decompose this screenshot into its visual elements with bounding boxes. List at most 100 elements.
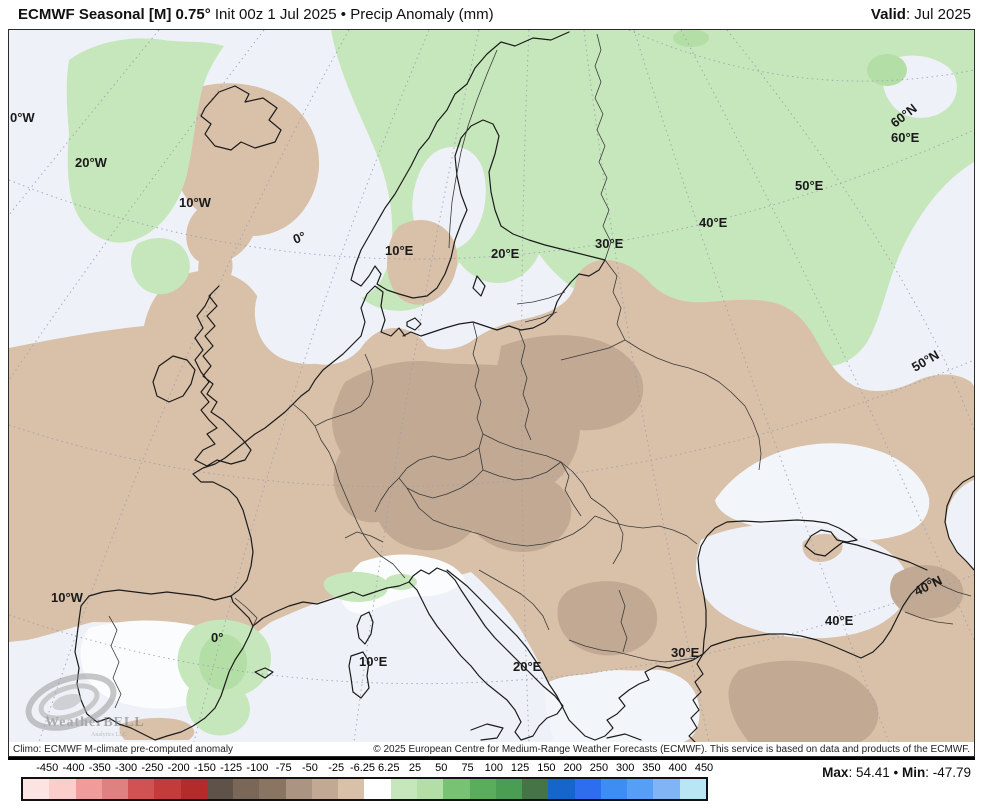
colorbar — [21, 777, 708, 801]
colorbar-segment — [548, 779, 575, 799]
stats-separator: • — [893, 765, 902, 780]
graticule-label: 10°E — [385, 243, 414, 258]
colorbar-tick: -6.25 — [349, 762, 376, 774]
map-frame: 0°W 20°W 10°W 0° 10°E 20°E 30°E 40°E 50°E 60°E 60°… — [8, 29, 975, 757]
colorbar-tick: -350 — [88, 762, 111, 774]
colorbar-segment — [653, 779, 680, 799]
logo-swirl-core — [52, 693, 82, 711]
graticule-label: 60°E — [891, 130, 920, 145]
logo-swirl-mid — [38, 683, 100, 721]
colorbar-segment — [443, 779, 470, 799]
anomaly-green-iceland-south — [131, 238, 190, 295]
colorbar-tick: -50 — [302, 762, 318, 774]
colorbar-tick: -75 — [275, 762, 292, 774]
graticule-label: 0°W — [10, 110, 35, 125]
colorbar-tick: -400 — [62, 762, 85, 774]
anomaly-green2-ne-spain — [199, 634, 247, 690]
copyright-text: © 2025 European Centre for Medium-Range … — [373, 743, 970, 755]
colorbar-tick: 150 — [537, 762, 556, 774]
colorbar-segment — [522, 779, 549, 799]
anomaly-dark-tan-central-europe — [332, 360, 580, 552]
colorbar-segment — [49, 779, 76, 799]
colorbar-tick: 350 — [642, 762, 661, 774]
anomaly-dark-green-spot2 — [673, 30, 709, 47]
colorbar-segment — [23, 779, 50, 799]
colorbar-tick: 400 — [668, 762, 687, 774]
anomaly-green-liguria — [323, 571, 388, 602]
colorbar-segment — [469, 779, 496, 799]
colorbar-tick: 25 — [408, 762, 422, 774]
anomaly-dark-tan-anatolia — [728, 660, 879, 742]
colorbar-tick: -250 — [141, 762, 164, 774]
colorbar-tick: -25 — [328, 762, 345, 774]
coastlines — [74, 31, 974, 742]
colorbar-tick: 75 — [461, 762, 474, 774]
colorbar-tick: 6.25 — [378, 762, 400, 774]
colorbar-tick: 50 — [435, 762, 448, 774]
colorbar-segment — [338, 779, 365, 799]
colorbar-tick: -450 — [36, 762, 59, 774]
page-title: ECMWF Seasonal [M] 0.75° Init 00z 1 Jul … — [18, 6, 494, 23]
colorbar-segment — [101, 779, 129, 799]
colorbar-segment — [311, 779, 339, 799]
anomaly-dark-tan-baltic-belarus — [497, 335, 644, 431]
colorbar-tick: 100 — [484, 762, 504, 774]
graticule-label: 10°E — [359, 654, 388, 669]
colorbar-segment — [285, 779, 312, 799]
colorbar-segment — [180, 779, 207, 799]
anomaly-tan-south-spain — [119, 717, 195, 740]
colorbar-segment — [206, 779, 234, 799]
colorbar-tick: -200 — [167, 762, 190, 774]
logo-text: WeatherBELL — [45, 715, 145, 730]
init-info: Init 00z 1 Jul 2025 • Precip Anomaly (mm… — [210, 6, 494, 23]
colorbar-tick: -125 — [220, 762, 243, 774]
colorbar-tick-labels: -450 -400 -350 -300 -250 -200 -150 -125 -100 -75-… — [21, 762, 713, 776]
colorbar-segment — [364, 779, 391, 799]
anomaly-dark-green-spot1 — [867, 54, 907, 86]
colorbar-tick: -300 — [115, 762, 138, 774]
graticule-labels: 0°W20°W10°W0°10°E 20°E30°E40°E50°E60°E60°… — [10, 101, 944, 674]
graticule-label: 0° — [211, 630, 223, 645]
colorbar-segment — [627, 779, 654, 799]
valid-date: Valid: Jul 2025 — [870, 6, 971, 23]
colorbar-tick: -150 — [193, 762, 216, 774]
colorbar-segment — [128, 779, 155, 799]
white-aegean — [545, 669, 700, 742]
colorbar-tick: 250 — [589, 762, 609, 774]
colorbar-segment — [574, 779, 601, 799]
anomaly-dark-tan-balkans — [557, 581, 658, 656]
graticule-label: 10°W — [51, 590, 84, 605]
colorbar-segment — [259, 779, 286, 799]
anomaly-green-iceland — [66, 38, 224, 243]
graticule-label: 20°E — [513, 659, 542, 674]
colorbar-segment — [600, 779, 628, 799]
colorbar-segment — [390, 779, 417, 799]
min-label: Min — [901, 765, 926, 780]
logo-subtext: Analytics LLC — [91, 732, 127, 738]
black-sea — [696, 523, 909, 639]
white-north-sea — [254, 267, 363, 364]
colorbar-segment — [75, 779, 102, 799]
graticule-label: 40°E — [825, 613, 854, 628]
colorbar-tick: 200 — [563, 762, 582, 774]
divider-rule — [8, 757, 975, 760]
colorbar-segment — [495, 779, 523, 799]
climo-text: Climo: ECMWF M-climate pre-computed anom… — [13, 743, 234, 755]
graticule-label: 20°E — [491, 246, 520, 261]
graticule-label: 20°W — [75, 155, 108, 170]
model-name: ECMWF Seasonal [M] 0.75° — [18, 6, 211, 23]
colorbar-segment — [233, 779, 260, 799]
max-label: Max — [822, 765, 849, 780]
anomaly-green-alps-spot — [385, 574, 417, 590]
graticule-label: 30°E — [595, 236, 624, 251]
max-min-stats: Max: 54.41 • Min: -47.79 — [822, 765, 971, 780]
colorbar-tick: -100 — [246, 762, 269, 774]
graticule-label: 50°E — [795, 178, 824, 193]
colorbar-tick: 300 — [616, 762, 635, 774]
graticule-label: 40°E — [699, 215, 728, 230]
colorbar-segment — [679, 779, 706, 799]
graticule-label: 30°E — [671, 645, 700, 660]
europe-precip-anomaly-map: 0°W20°W10°W0°10°E 20°E30°E40°E50°E60°E60°… — [9, 30, 974, 742]
colorbar-tick: 125 — [510, 762, 530, 774]
